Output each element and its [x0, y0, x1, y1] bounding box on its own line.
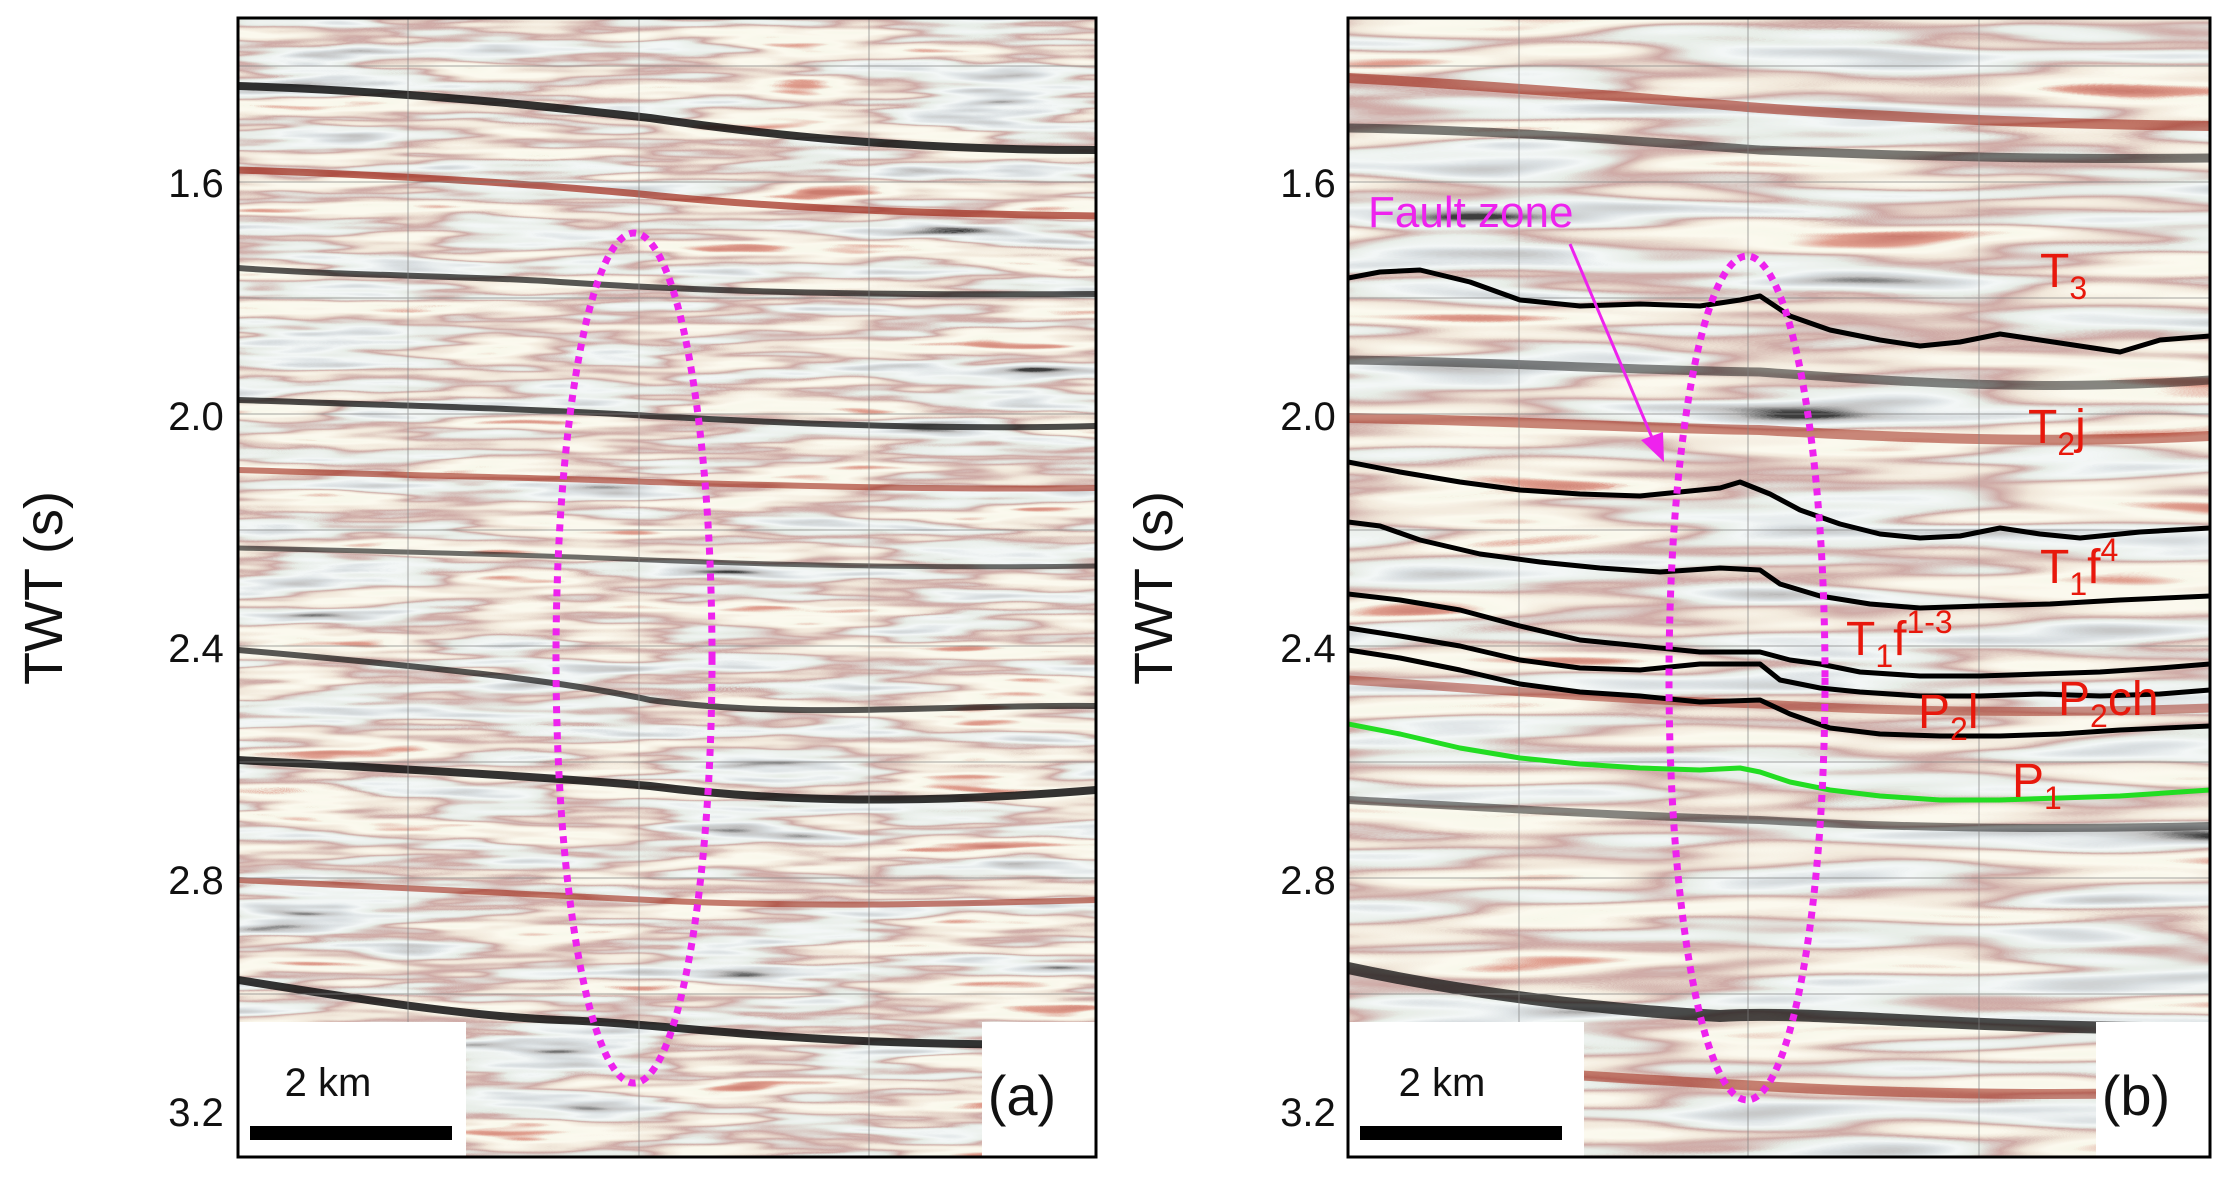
- horizon-labels: T3 T2j T1f4 T1f1-3 P2ch P2l P1: [1846, 245, 2159, 816]
- panel-label-a: (a): [988, 1064, 1056, 1127]
- scale-bar-a: [250, 1126, 452, 1140]
- panel-label-b: (b): [2102, 1064, 2170, 1127]
- scale-bar-label-b: 2 km: [1399, 1061, 1486, 1105]
- label-p1: P1: [2012, 755, 2062, 816]
- fault-zone-ellipse-b: [1665, 252, 1829, 1104]
- label-p2l: P2l: [1918, 686, 1978, 747]
- horizon-t1f13-top: [1348, 591, 2210, 679]
- y-tick-a-2.8: 2.8: [168, 859, 224, 903]
- panel-a: 2 km (a) TWT (s) 1.6 2.0 2.4 2.8 3.2: [14, 16, 1098, 1159]
- horizon-t2j-top: [1348, 459, 2210, 541]
- horizon-p2l-top: [1348, 647, 2210, 739]
- strong-reflectors-a: [238, 82, 1096, 1049]
- y-axis-title-b: TWT (s): [1124, 491, 1184, 685]
- horizon-lines: [1348, 267, 2210, 803]
- horizon-p1-top: [1348, 721, 2210, 803]
- y-tick-a-1.6: 1.6: [168, 162, 224, 206]
- y-tick-b-3.2: 3.2: [1280, 1091, 1336, 1135]
- fault-zone-arrow-shaft: [1568, 243, 1655, 441]
- horizon-p2ch-top: [1348, 625, 2210, 699]
- y-tick-a-2.4: 2.4: [168, 627, 224, 671]
- y-tick-b-2.0: 2.0: [1280, 395, 1336, 439]
- panel-label-box-a: [982, 1022, 1096, 1157]
- fault-zone-ellipse-a: [552, 229, 716, 1087]
- grid-a: [238, 18, 1096, 1157]
- label-t3: T3: [2040, 245, 2087, 306]
- seismic-section-a: [238, 18, 1096, 1157]
- horizon-t3-top: [1348, 267, 2210, 355]
- panel-frame-b: [1346, 16, 2212, 1159]
- panel-label-box-b: [2096, 1022, 2210, 1157]
- y-axis-title-a: TWT (s): [14, 491, 74, 685]
- y-tick-a-3.2: 3.2: [168, 1091, 224, 1135]
- label-t1f4: T1f4: [2040, 532, 2118, 602]
- seismic-section-b: [1348, 18, 2210, 1157]
- label-t2j: T2j: [2028, 401, 2086, 462]
- y-tick-b-2.8: 2.8: [1280, 859, 1336, 903]
- fault-zone-arrowhead: [1641, 432, 1664, 462]
- scale-bar-label-a: 2 km: [285, 1061, 372, 1105]
- y-tick-b-1.6: 1.6: [1280, 162, 1336, 206]
- scale-bar-b: [1360, 1126, 1562, 1140]
- y-tick-a-2.0: 2.0: [168, 395, 224, 439]
- label-t1f13: T1f1-3: [1846, 604, 1953, 674]
- label-p2ch: P2ch: [2058, 673, 2159, 734]
- horizon-t1f4-top: [1348, 519, 2210, 611]
- y-tick-b-2.4: 2.4: [1280, 627, 1336, 671]
- panel-frame-a: [236, 16, 1098, 1159]
- grid-b: [1348, 18, 2210, 1157]
- panel-b: Fault zone T3 T2j T1f4 T1f1-3 P2ch P2l: [1124, 16, 2212, 1159]
- fault-zone-label: Fault zone: [1368, 188, 1573, 237]
- y-axis-b: TWT (s) 1.6 2.0 2.4 2.8 3.2: [1124, 162, 1336, 1135]
- y-axis-a: TWT (s) 1.6 2.0 2.4 2.8 3.2: [14, 162, 224, 1135]
